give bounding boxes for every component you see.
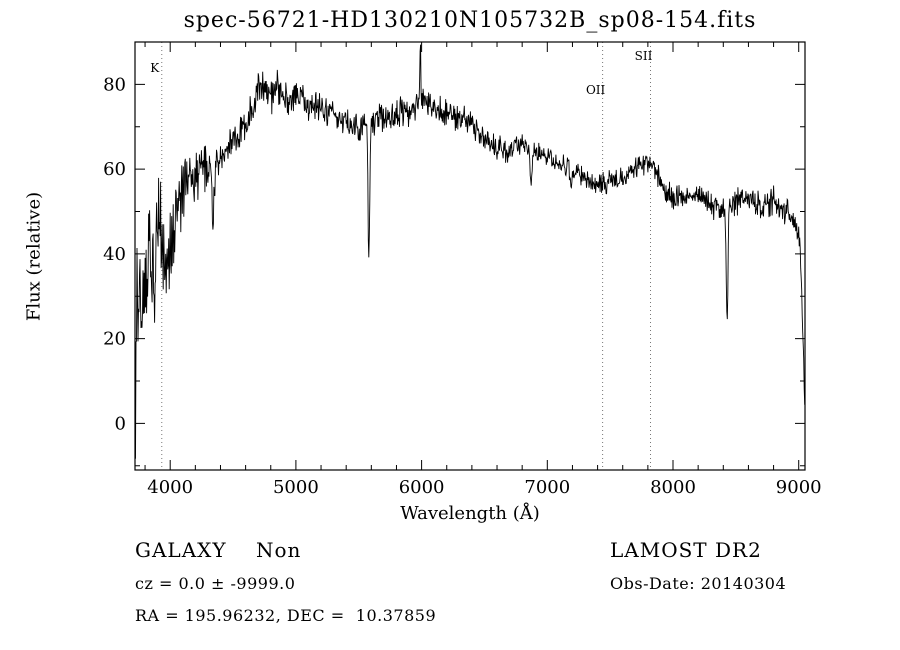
x-tick-label: 8000: [650, 477, 696, 498]
obs-date-label: Obs-Date: 20140304: [610, 574, 787, 593]
x-tick-label: 5000: [273, 477, 319, 498]
y-tick-label: 60: [103, 159, 126, 180]
y-axis-label: Flux (relative): [23, 191, 45, 322]
y-tick-label: 40: [103, 244, 126, 265]
y-tick-label: 0: [115, 413, 126, 434]
feature-label-K: K: [150, 61, 160, 75]
x-tick-label: 6000: [399, 477, 445, 498]
object-class-label: GALAXY Non: [135, 538, 302, 562]
feature-label-SII: SII: [635, 49, 653, 63]
x-tick-label: 9000: [776, 477, 822, 498]
x-tick-label: 4000: [147, 477, 193, 498]
y-tick-label: 20: [103, 329, 126, 350]
feature-label-OII: OII: [586, 83, 606, 97]
x-tick-label: 7000: [524, 477, 570, 498]
plot-frame: [134, 41, 806, 471]
survey-label: LAMOST DR2: [610, 538, 762, 562]
spectrum-line: [134, 44, 806, 459]
x-axis-label: Wavelength (Å): [400, 503, 540, 524]
cz-value: cz = 0.0 ± -9999.0: [135, 574, 296, 593]
ra-dec-value: RA = 195.96232, DEC = 10.37859: [135, 606, 437, 625]
y-tick-label: 80: [103, 74, 126, 95]
plot-title: spec-56721-HD130210N105732B_sp08-154.fit…: [183, 8, 757, 33]
